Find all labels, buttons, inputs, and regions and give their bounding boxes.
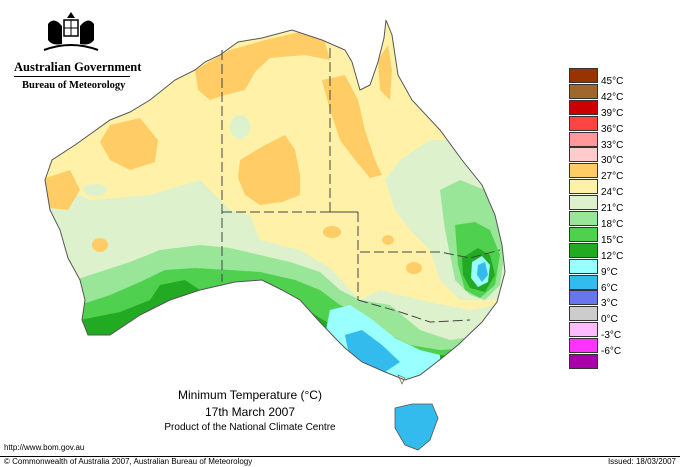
footer-divider — [0, 456, 680, 457]
tasmania — [394, 403, 439, 451]
legend-item: 12°C — [569, 242, 623, 262]
legend-item: 0°C — [569, 306, 618, 325]
legend-swatch — [569, 274, 598, 290]
legend-swatch — [569, 131, 598, 147]
legend-swatch — [569, 306, 598, 322]
legend-label: 18°C — [601, 219, 624, 231]
zone-27-blob-b — [323, 226, 341, 238]
legend-item: 45°C — [569, 68, 623, 87]
legend-swatch — [569, 354, 598, 370]
zone-27-top-end — [195, 32, 330, 100]
legend-item — [569, 354, 611, 370]
map-title: Minimum Temperature (°C) — [178, 388, 322, 402]
legend-label: 0°C — [601, 314, 618, 326]
legend-swatch — [569, 147, 598, 163]
legend-item: 24°C — [569, 179, 623, 198]
legend-label: 30°C — [601, 155, 624, 167]
branding-divider — [14, 76, 130, 77]
legend-swatch — [569, 322, 598, 338]
legend-label: 42°C — [601, 91, 624, 103]
legend-swatch — [569, 83, 598, 99]
map-date: 17th March 2007 — [204, 405, 296, 419]
legend-label: 27°C — [601, 171, 624, 183]
legend-swatch — [569, 179, 598, 195]
legend-label: 39°C — [601, 107, 624, 119]
legend-swatch — [569, 195, 598, 211]
legend-item: 42°C — [569, 83, 623, 103]
coastline — [44, 19, 506, 381]
legend-swatch — [569, 258, 598, 274]
map-caption: Minimum Temperature (°C) 17th March 2007… — [100, 388, 400, 433]
legend-swatch — [569, 290, 598, 306]
coat-of-arms-icon — [43, 12, 99, 51]
legend-item: 30°C — [569, 147, 623, 166]
legend-item: -6°C — [569, 338, 621, 357]
legend-swatch — [569, 242, 598, 258]
legend-label: 9°C — [601, 266, 618, 278]
legend-item: -3°C — [569, 322, 621, 341]
zone-27-pilbara — [45, 170, 80, 210]
zone-21-island-b — [83, 184, 107, 196]
legend-label: -3°C — [601, 330, 622, 342]
zone-21-island-a — [230, 115, 250, 139]
state-borders — [221, 48, 501, 323]
legend-label: 15°C — [601, 234, 624, 246]
zone-6-east — [477, 262, 488, 282]
legend-label: -6°C — [601, 346, 622, 358]
legend-swatch — [569, 226, 598, 242]
legend-label: 12°C — [601, 250, 624, 262]
legend-label: 36°C — [601, 123, 624, 135]
legend-swatch — [569, 115, 598, 131]
zone-27-blob-d — [382, 235, 394, 245]
legend-item: 27°C — [569, 163, 623, 182]
legend-swatch — [569, 211, 598, 227]
legend-item: 6°C — [569, 274, 618, 294]
legend-swatch — [569, 68, 598, 83]
legend-swatch — [569, 163, 598, 179]
map-product: Product of the National Climate Centre — [164, 422, 336, 433]
legend-label: 6°C — [601, 282, 618, 294]
legend-label: 24°C — [601, 187, 624, 199]
border-qld-nsw — [330, 211, 501, 259]
legend-label: 21°C — [601, 203, 624, 215]
legend-label: 3°C — [601, 298, 618, 310]
legend-item: 36°C — [569, 115, 623, 135]
footer-copyright: © Commonwealth of Australia 2007, Austra… — [4, 457, 253, 466]
border-nsw-vic — [357, 299, 471, 323]
legend-item: 39°C — [569, 99, 623, 119]
legend-item: 33°C — [569, 131, 623, 151]
zone-27-blob-a — [92, 238, 108, 252]
government-title: Australian Government — [14, 60, 142, 74]
zone-27-centre — [238, 135, 300, 205]
zone-6-south — [345, 330, 400, 372]
agency-title: Bureau of Meteorology — [22, 80, 126, 91]
legend-item: 15°C — [569, 226, 623, 246]
legend-item: 21°C — [569, 195, 623, 214]
footer-url[interactable]: http://www.bom.gov.au — [4, 443, 85, 452]
government-branding: Australian Government Bureau of Meteorol… — [0, 0, 142, 100]
zone-27-gulf — [322, 75, 382, 178]
legend-label: 45°C — [601, 76, 624, 87]
legend-item: 9°C — [569, 258, 618, 278]
zone-27-cape — [378, 45, 392, 100]
temperature-legend: 45°C 42°C 39°C 36°C 33°C 30°C 27°C 24°C 21°C 18°C… — [569, 68, 623, 370]
legend-item: 18°C — [569, 211, 623, 230]
footer-issued: Issued: 18/03/2007 — [607, 457, 676, 466]
kangaroo-island — [397, 374, 406, 385]
legend-label: 33°C — [601, 139, 624, 151]
zone-27-blob-c — [406, 262, 422, 274]
legend-item: 3°C — [569, 290, 618, 309]
legend-swatch — [569, 99, 598, 115]
zone-27-kimberley — [100, 118, 158, 170]
legend-swatch — [569, 338, 598, 354]
